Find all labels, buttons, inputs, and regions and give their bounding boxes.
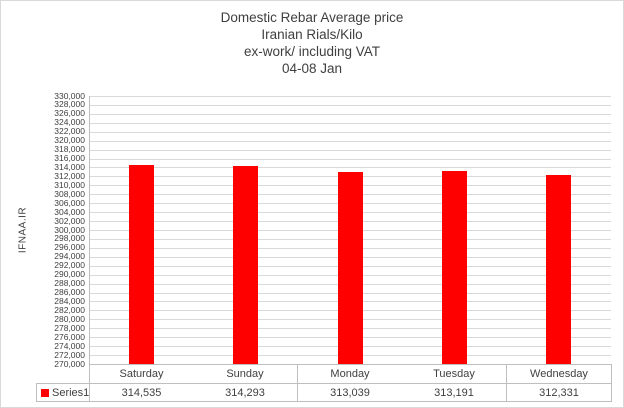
- gridline: [89, 167, 611, 168]
- y-axis-tick-label: 298,000: [54, 233, 85, 243]
- table-day-cell: Wednesday: [507, 364, 612, 383]
- gridline: [89, 132, 611, 133]
- y-axis-tick-label: 302,000: [54, 216, 85, 226]
- plot-area: [89, 96, 611, 365]
- y-axis-line: [89, 96, 90, 364]
- table-day-cell: Sunday: [193, 364, 298, 383]
- y-axis-tick-label: 270,000: [54, 359, 85, 369]
- bar-sunday: [233, 166, 258, 364]
- y-axis-tick-label: 288,000: [54, 278, 85, 288]
- y-axis-tick-label: 328,000: [54, 99, 85, 109]
- chart-title: Domestic Rebar Average price Iranian Ria…: [1, 9, 623, 77]
- y-axis-tick-label: 314,000: [54, 162, 85, 172]
- y-axis-tick-label: 324,000: [54, 117, 85, 127]
- y-axis-tick-label: 272,000: [54, 350, 85, 360]
- chart-title-line-3: ex-work/ including VAT: [243, 44, 381, 59]
- y-axis-tick-label: 296,000: [54, 242, 85, 252]
- bar-monday: [338, 172, 363, 364]
- table-value-cell: 313,039: [298, 383, 403, 402]
- y-axis-tick-label: 322,000: [54, 126, 85, 136]
- chart-title-line-4: 04-08 Jan: [281, 61, 343, 76]
- table-value-cell: 314,535: [89, 383, 194, 402]
- bar-tuesday: [442, 171, 467, 364]
- y-axis-tick-label: 276,000: [54, 332, 85, 342]
- y-axis-tick-label: 280,000: [54, 314, 85, 324]
- y-axis-tick-label: 286,000: [54, 287, 85, 297]
- table-day-cell: Saturday: [89, 364, 194, 383]
- y-axis-tick-label: 278,000: [54, 323, 85, 333]
- legend-cell: Series1: [36, 383, 89, 402]
- chart-title-line-1: Domestic Rebar Average price: [220, 10, 404, 25]
- y-axis-tick-label: 318,000: [54, 144, 85, 154]
- chart-title-line-2: Iranian Rials/Kilo: [261, 27, 363, 42]
- table-day-cell: Monday: [298, 364, 403, 383]
- table-value-cell: 312,331: [507, 383, 612, 402]
- series-name: Series1: [52, 386, 90, 399]
- y-axis-tick-label: 310,000: [54, 180, 85, 190]
- bar-saturday: [129, 165, 154, 364]
- series1-legend-key-icon: [41, 388, 49, 397]
- y-axis-tick-label: 312,000: [54, 171, 85, 181]
- y-axis-tick-label: 306,000: [54, 198, 85, 208]
- y-axis-tick-label: 308,000: [54, 189, 85, 199]
- y-axis-tick-label: 274,000: [54, 341, 85, 351]
- y-axis-tick-label: 292,000: [54, 260, 85, 270]
- gridline: [89, 159, 611, 160]
- y-axis-tick-label: 282,000: [54, 305, 85, 315]
- y-axis-tick-label: 294,000: [54, 251, 85, 261]
- y-axis-title: IFNAA.IR: [17, 206, 29, 254]
- y-axis-tick-label: 316,000: [54, 153, 85, 163]
- y-axis-tick-label: 300,000: [54, 225, 85, 235]
- table-value-cell: 314,293: [193, 383, 298, 402]
- y-axis-tick-label: 284,000: [54, 296, 85, 306]
- table-day-cell: Tuesday: [402, 364, 507, 383]
- gridline: [89, 141, 611, 142]
- y-axis-tick-label: 330,000: [54, 91, 85, 101]
- y-axis-tick-label: 326,000: [54, 108, 85, 118]
- gridline: [89, 114, 611, 115]
- table-value-cell: 313,191: [402, 383, 507, 402]
- gridline: [89, 123, 611, 124]
- y-axis-tick-label: 320,000: [54, 135, 85, 145]
- gridline: [89, 96, 611, 97]
- y-axis-tick-label: 304,000: [54, 207, 85, 217]
- gridline: [89, 150, 611, 151]
- gridline: [89, 105, 611, 106]
- y-axis-tick-label: 290,000: [54, 269, 85, 279]
- bar-wednesday: [546, 175, 571, 364]
